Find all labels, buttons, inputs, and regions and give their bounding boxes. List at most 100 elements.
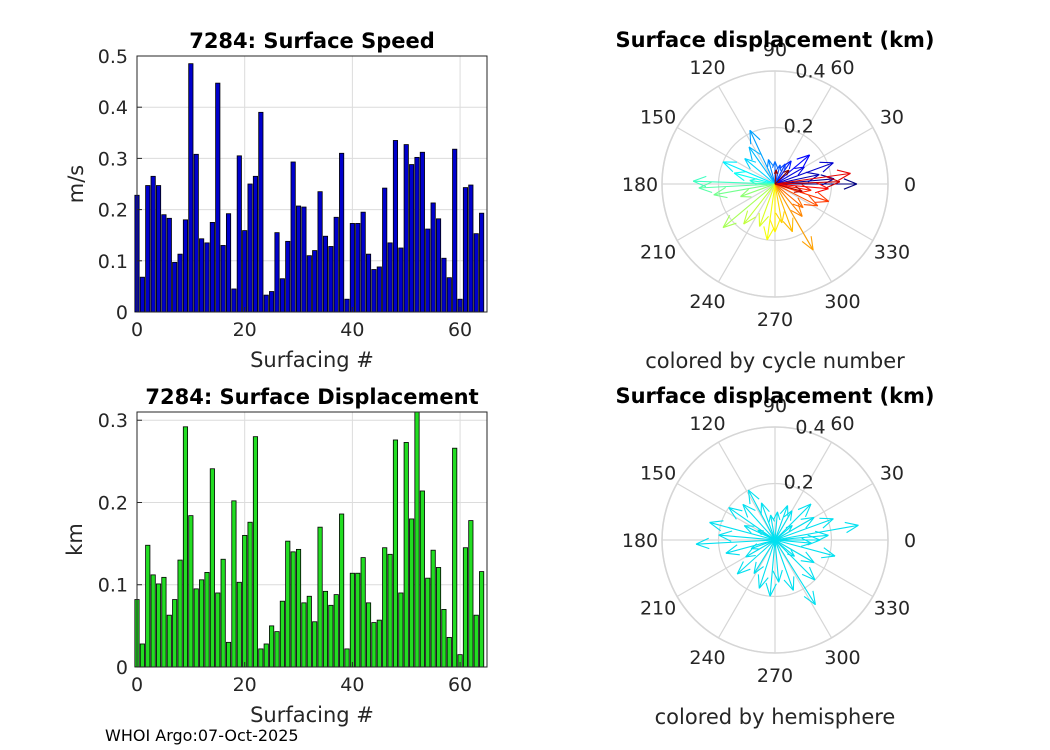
bar (376, 619, 382, 668)
bar (252, 175, 259, 313)
displacement-arrow (774, 505, 789, 541)
bar (139, 276, 145, 313)
bar (462, 547, 469, 668)
bar (317, 526, 323, 668)
bar (279, 278, 285, 313)
bar (328, 604, 334, 668)
displacement-arrow (774, 183, 819, 207)
displacement-arrow (709, 520, 776, 541)
displacement-arrow (750, 539, 776, 550)
displacement-arrow (774, 169, 790, 185)
displacement-arrow (758, 183, 776, 227)
bar (328, 246, 334, 313)
displacement-arrow (742, 503, 776, 541)
bar (177, 253, 183, 313)
bar (182, 219, 189, 313)
chart-title: 7284: Surface Speed (189, 29, 435, 53)
bar (441, 257, 447, 313)
displacement-arrow (722, 161, 776, 185)
bar (339, 152, 345, 313)
bar (166, 614, 172, 668)
displacement-arrow (774, 169, 851, 185)
angle-tick-label: 90 (763, 395, 787, 417)
angle-tick-label: 60 (830, 57, 854, 79)
displacement-arrow (773, 511, 781, 541)
displacement-arrow (774, 521, 859, 541)
displacement-arrow (728, 507, 776, 541)
displacement-arrow (774, 166, 805, 185)
angle-tick-label: 0 (904, 174, 916, 196)
angle-tick-label: 210 (640, 242, 676, 264)
bar (236, 155, 242, 313)
x-tick-label: 60 (448, 319, 472, 341)
bar (172, 599, 178, 668)
y-tick-label: 0 (116, 302, 128, 324)
bar (247, 521, 253, 668)
displacement-arrow (774, 539, 795, 557)
displacement-arrow (774, 539, 816, 581)
bar (322, 235, 329, 313)
bar (274, 232, 280, 313)
angle-tick-label: 300 (824, 291, 860, 313)
displacement-arrow (757, 539, 776, 589)
bar (473, 233, 479, 313)
bar (285, 240, 291, 313)
bar (290, 551, 296, 668)
bar (468, 520, 474, 668)
angle-tick-label: 240 (689, 291, 725, 313)
bar (199, 579, 205, 668)
displacement-arrow (773, 169, 778, 185)
bar (145, 185, 151, 313)
displacement-arrow (774, 176, 841, 188)
bar (344, 298, 350, 313)
polar-spoke (676, 183, 776, 242)
x-tick-label: 40 (340, 319, 364, 341)
bar (409, 164, 415, 313)
chart-title: Surface displacement (km) (615, 28, 934, 52)
polar-spoke (774, 539, 833, 639)
displacement-arrow (774, 183, 803, 193)
angle-tick-label: 150 (640, 463, 676, 485)
radius-tick-label: 0.2 (784, 472, 814, 494)
displacement-arrow (745, 539, 776, 558)
bar (247, 183, 253, 313)
displacement-arrow (774, 164, 782, 185)
bar (263, 643, 269, 668)
angle-tick-label: 150 (640, 107, 676, 129)
bar (182, 426, 189, 668)
bar (403, 144, 409, 313)
bar (355, 572, 361, 668)
displacement-arrow (695, 537, 776, 550)
displacement-arrow (774, 537, 812, 547)
displacement-arrow (743, 183, 776, 225)
bar (344, 648, 350, 668)
bar (220, 245, 226, 313)
bar (317, 191, 323, 313)
bar (371, 269, 377, 313)
bar (403, 442, 409, 668)
bar (446, 636, 452, 668)
bar (398, 247, 404, 313)
polar-spoke (717, 539, 776, 639)
bar (161, 576, 167, 668)
y-tick-label: 0.1 (98, 251, 128, 273)
bar (360, 557, 366, 668)
bar (290, 161, 296, 313)
angle-tick-label: 60 (830, 413, 854, 435)
bar (479, 212, 485, 313)
displacement-arrow (753, 539, 776, 574)
bar (349, 223, 355, 313)
bar (382, 187, 388, 313)
chart-caption: colored by hemisphere (655, 705, 896, 729)
y-axis-label: m/s (64, 165, 88, 203)
bar (430, 202, 436, 313)
displacement-arrow (763, 183, 776, 241)
displacement-arrow (774, 539, 815, 564)
displacement-arrow (733, 170, 776, 185)
bar (312, 250, 318, 313)
displacement-arrow (744, 158, 776, 185)
y-tick-label: 0.2 (98, 200, 128, 222)
y-tick-label: 0 (116, 657, 128, 679)
bar (231, 288, 237, 313)
x-tick-label: 60 (448, 674, 472, 696)
